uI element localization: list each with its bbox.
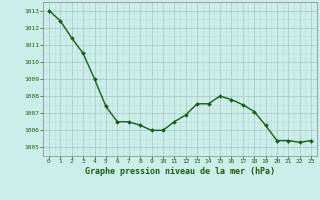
X-axis label: Graphe pression niveau de la mer (hPa): Graphe pression niveau de la mer (hPa) [85, 167, 275, 176]
